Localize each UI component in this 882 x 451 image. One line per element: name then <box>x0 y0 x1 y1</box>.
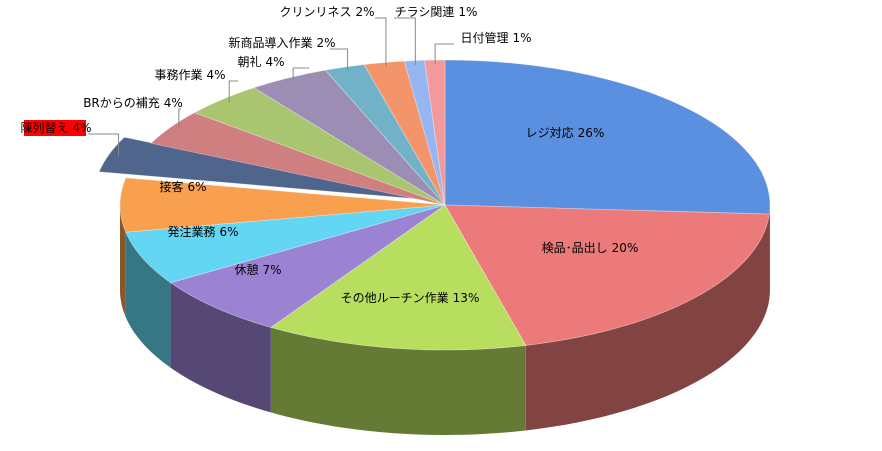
leader-line <box>88 133 120 156</box>
slice-label: 検品･品出し 20% <box>542 241 639 255</box>
category-label: クリンリネス <box>279 5 351 19</box>
leader-line <box>375 17 387 67</box>
slice-label: 事務作業 4% <box>154 68 225 82</box>
slice <box>363 60 446 206</box>
slice-side <box>270 327 526 435</box>
slice-label: 朝礼 4% <box>237 54 284 69</box>
slice-label: BRからの補充 4% <box>83 95 183 110</box>
category-label: レジ対応 <box>526 126 574 140</box>
category-label: 検品･品出し <box>542 241 608 255</box>
value-label: 2% <box>355 5 374 19</box>
slice-label: チラシ関連 1% <box>395 5 478 19</box>
value-label: 7% <box>262 263 281 277</box>
leader-line <box>228 80 238 103</box>
slice <box>403 59 446 206</box>
slice-label: クリンリネス 2% <box>279 5 374 19</box>
leader-line <box>394 17 416 65</box>
leader-line <box>292 67 309 82</box>
slice-label: 休憩 7% <box>234 262 281 277</box>
slice <box>169 204 446 328</box>
value-label: 13% <box>453 291 480 305</box>
slice-label: 接客 6% <box>159 179 206 194</box>
label-highlight <box>24 120 86 136</box>
slice <box>98 136 419 200</box>
slice-label: 新商品導入作業 2% <box>228 35 335 50</box>
slice-label: その他ルーチン作業 13% <box>341 291 480 305</box>
value-label: 2% <box>316 36 335 50</box>
value-label: 1% <box>512 31 531 45</box>
slice <box>444 204 770 346</box>
slice <box>444 59 771 215</box>
value-label: 20% <box>612 241 639 255</box>
slice <box>125 204 446 284</box>
value-label: 6% <box>219 225 238 239</box>
category-label: 休憩 <box>234 262 258 277</box>
slice <box>119 177 446 233</box>
leader-line <box>330 48 349 72</box>
value-label: 4% <box>72 121 91 135</box>
slice-label: レジ対応 26% <box>526 126 605 140</box>
slice-label: 日付管理 1% <box>460 30 531 45</box>
slice <box>269 204 527 351</box>
slice-label: 発注業務 6% <box>167 224 238 239</box>
category-label: 朝礼 <box>237 54 261 69</box>
category-label: 発注業務 <box>167 224 215 239</box>
category-label: チラシ関連 <box>395 5 455 19</box>
value-label: 4% <box>265 55 284 69</box>
category-label: 接客 <box>159 179 183 194</box>
slice-side <box>120 205 126 318</box>
slice <box>253 69 446 206</box>
value-label: 26% <box>578 126 605 140</box>
leader-line <box>434 43 454 65</box>
category-label: 陳列替え <box>20 121 68 135</box>
category-label: 日付管理 <box>460 30 508 45</box>
category-label: 事務作業 <box>154 68 202 82</box>
slice <box>150 112 446 206</box>
value-label: 4% <box>206 68 225 82</box>
category-label: その他ルーチン作業 <box>341 291 449 305</box>
slice-side <box>170 282 271 413</box>
value-label: 1% <box>458 5 477 19</box>
value-label: 4% <box>164 96 183 110</box>
category-label: 新商品導入作業 <box>228 35 312 50</box>
slice-label: 陳列替え 4% <box>20 121 91 135</box>
slice-side <box>125 232 171 368</box>
category-label: BRからの補充 <box>83 95 160 110</box>
slice-side <box>769 205 770 300</box>
leader-line <box>178 108 181 130</box>
slice-side <box>525 214 770 431</box>
slice <box>193 87 446 206</box>
slice <box>324 64 446 206</box>
value-label: 6% <box>187 180 206 194</box>
